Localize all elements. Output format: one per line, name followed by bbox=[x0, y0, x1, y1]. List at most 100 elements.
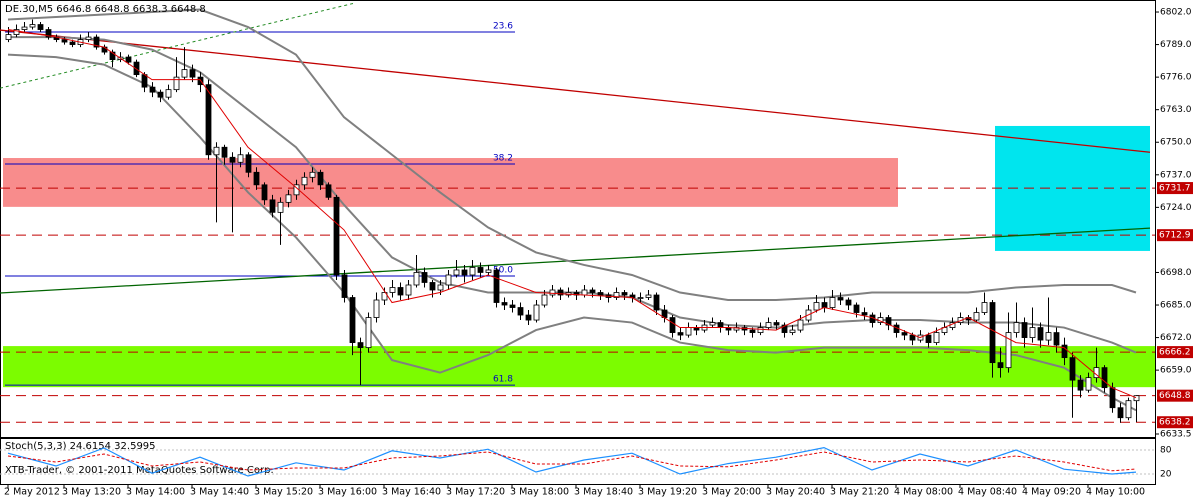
candle-body bbox=[349, 297, 356, 343]
candle-body bbox=[45, 29, 52, 38]
candle-body bbox=[125, 56, 132, 63]
candle-body bbox=[189, 69, 196, 78]
zone bbox=[3, 346, 1155, 388]
x-tick-label: 3 May 20:00 bbox=[702, 487, 761, 498]
candle-body bbox=[229, 156, 236, 163]
candle-body bbox=[1101, 367, 1108, 389]
y-tick-label: 6750.0 bbox=[1160, 138, 1192, 148]
y-tick-label: 6802.0 bbox=[1160, 8, 1192, 18]
candle-body bbox=[1117, 407, 1124, 419]
candle-body bbox=[213, 146, 220, 156]
candle-body bbox=[493, 269, 500, 303]
candle-body bbox=[165, 89, 172, 98]
stoch-tick-label: 80 bbox=[1160, 446, 1172, 456]
stoch-title: Stoch(5,3,3) 24.6154 32.5995 bbox=[5, 441, 156, 452]
x-tick-label: 3 May 14:00 bbox=[126, 487, 185, 498]
candle-body bbox=[421, 272, 428, 283]
candle-body bbox=[109, 51, 116, 61]
candle-body bbox=[909, 334, 916, 341]
candle-body bbox=[621, 292, 628, 296]
candle-body bbox=[973, 312, 980, 321]
level-label-bg bbox=[1157, 346, 1193, 359]
x-tick-label: 3 May 21:20 bbox=[830, 487, 889, 498]
candle-body bbox=[717, 322, 724, 328]
candle-body bbox=[853, 304, 860, 313]
candle-body bbox=[1061, 344, 1068, 359]
x-tick-label: 3 May 18:00 bbox=[510, 487, 569, 498]
candle-body bbox=[989, 302, 996, 364]
candle-body bbox=[533, 304, 540, 321]
candle-body bbox=[1125, 400, 1132, 419]
y-tick-label: 6763.0 bbox=[1160, 105, 1192, 115]
candle-body bbox=[61, 39, 68, 43]
level-label-bg bbox=[1157, 389, 1193, 402]
candle-body bbox=[469, 267, 476, 276]
band-upper bbox=[7, 8, 1137, 302]
footer: XTB-Trader, © 2001-2011 MetaQuotes Softw… bbox=[5, 465, 274, 476]
candle-body bbox=[413, 272, 420, 286]
y-tick-label: 6776.0 bbox=[1160, 73, 1192, 83]
candle-body bbox=[181, 69, 188, 78]
candle-body bbox=[429, 282, 436, 291]
candle-body bbox=[93, 36, 100, 48]
candle-body bbox=[861, 312, 868, 316]
candle-body bbox=[669, 317, 676, 333]
candle-body bbox=[1029, 327, 1036, 338]
candle-body bbox=[1053, 332, 1060, 346]
candle-body bbox=[21, 26, 28, 30]
candle-body bbox=[549, 289, 556, 296]
y-tick-label: 6724.0 bbox=[1160, 203, 1192, 213]
candle-body bbox=[1085, 377, 1092, 391]
moving-average bbox=[7, 29, 1137, 399]
candle-body bbox=[709, 322, 716, 326]
candle-body bbox=[341, 274, 348, 298]
trend-line bbox=[0, 227, 1151, 294]
candle-body bbox=[821, 302, 828, 308]
x-tick-label: 4 May 10:00 bbox=[1086, 487, 1145, 498]
candle-body bbox=[261, 184, 268, 201]
band-lower bbox=[7, 53, 1137, 412]
x-tick-label: 4 May 08:40 bbox=[958, 487, 1017, 498]
zone bbox=[3, 158, 898, 207]
candle-body bbox=[205, 84, 212, 156]
x-tick-label: 4 May 09:20 bbox=[1022, 487, 1081, 498]
candle-body bbox=[525, 314, 532, 321]
candle-body bbox=[653, 294, 660, 311]
stoch-signal bbox=[7, 451, 1137, 472]
candle-body bbox=[333, 196, 340, 276]
fibo-label: 38.2 bbox=[493, 154, 513, 164]
x-tick-label: 3 May 16:40 bbox=[382, 487, 441, 498]
x-tick-label: 3 May 20:40 bbox=[766, 487, 825, 498]
candle-body bbox=[253, 171, 260, 186]
level-label: 6648.8 bbox=[1159, 391, 1191, 401]
level-label-bg bbox=[1157, 182, 1193, 195]
candle-body bbox=[461, 269, 468, 276]
candle-body bbox=[269, 199, 276, 213]
candle-body bbox=[157, 91, 164, 98]
stoch-tick-label: 20 bbox=[1160, 470, 1172, 480]
candle-body bbox=[141, 74, 148, 88]
stoch-main bbox=[7, 446, 1137, 477]
candle-body bbox=[749, 329, 756, 333]
candle-body bbox=[1013, 322, 1020, 333]
candle-body bbox=[773, 322, 780, 326]
candle-body bbox=[317, 171, 324, 186]
x-tick-label: 4 May 08:00 bbox=[894, 487, 953, 498]
candle-body bbox=[933, 332, 940, 343]
level-label: 6666.2 bbox=[1159, 348, 1191, 358]
level-label: 6638.2 bbox=[1159, 418, 1191, 428]
candle-body bbox=[637, 297, 644, 299]
candle-body bbox=[173, 76, 180, 91]
candle-body bbox=[645, 294, 652, 298]
candle-body bbox=[885, 317, 892, 326]
candle-body bbox=[397, 287, 404, 296]
candle-body bbox=[925, 334, 932, 343]
candle-body bbox=[301, 176, 308, 186]
candle-body bbox=[757, 327, 764, 333]
chart-title: DE.30,M5 6646.8 6648.8 6638.3 6648.8 bbox=[5, 4, 206, 15]
candle-body bbox=[485, 269, 492, 273]
candle-body bbox=[1069, 357, 1076, 381]
fibo-label: 50.0 bbox=[493, 265, 513, 275]
